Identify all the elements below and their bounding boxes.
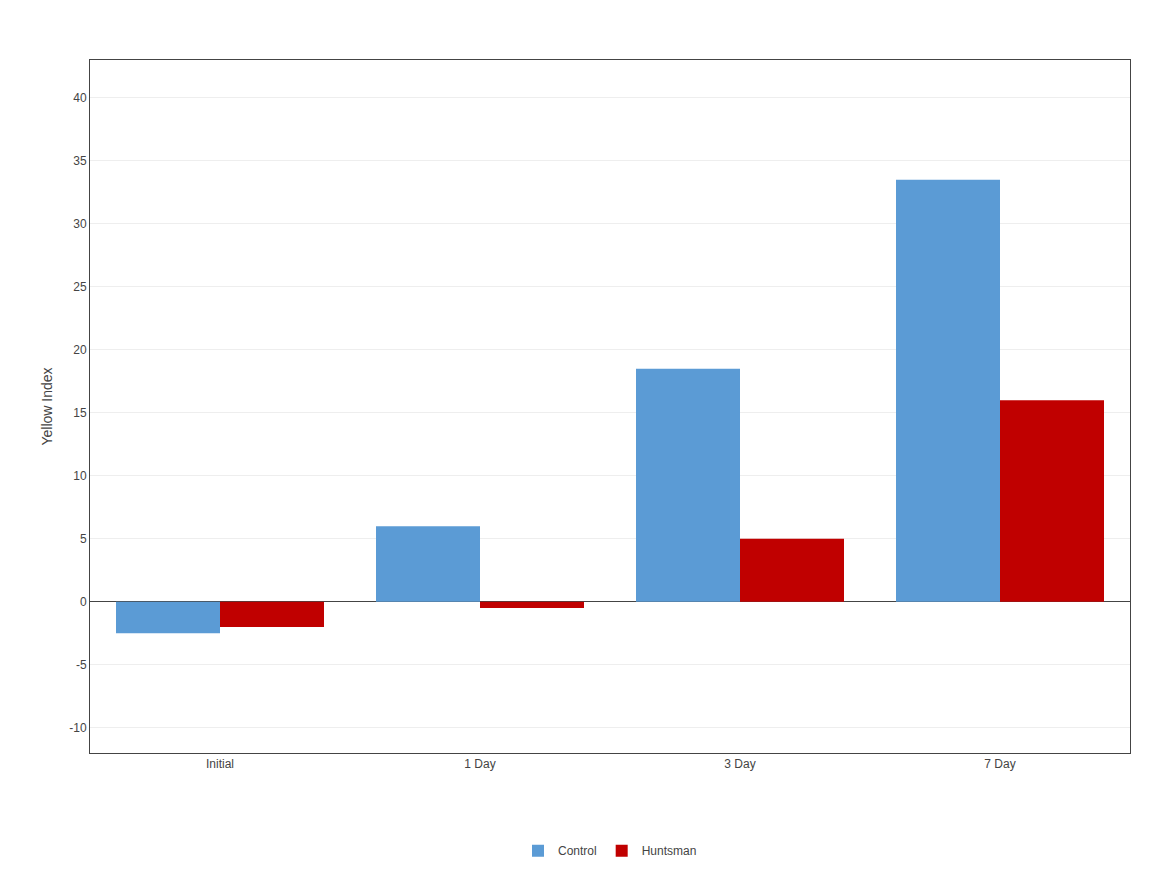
svg-text:5: 5 (80, 532, 87, 546)
svg-text:Huntsman: Huntsman (642, 844, 697, 858)
svg-text:Yellow Index: Yellow Index (39, 367, 55, 445)
svg-text:3 Day: 3 Day (724, 757, 755, 771)
svg-text:Control: Control (558, 844, 597, 858)
svg-text:35: 35 (73, 154, 87, 168)
svg-text:30: 30 (73, 217, 87, 231)
svg-text:15: 15 (73, 406, 87, 420)
svg-text:Initial: Initial (206, 757, 234, 771)
svg-text:20: 20 (73, 343, 87, 357)
svg-text:7 Day: 7 Day (984, 757, 1015, 771)
svg-text:1 Day: 1 Day (464, 757, 495, 771)
svg-text:10: 10 (73, 469, 87, 483)
svg-text:-5: -5 (76, 658, 87, 672)
svg-text:40: 40 (73, 91, 87, 105)
svg-text:25: 25 (73, 280, 87, 294)
svg-text:-10: -10 (69, 721, 87, 735)
svg-text:0: 0 (80, 595, 87, 609)
